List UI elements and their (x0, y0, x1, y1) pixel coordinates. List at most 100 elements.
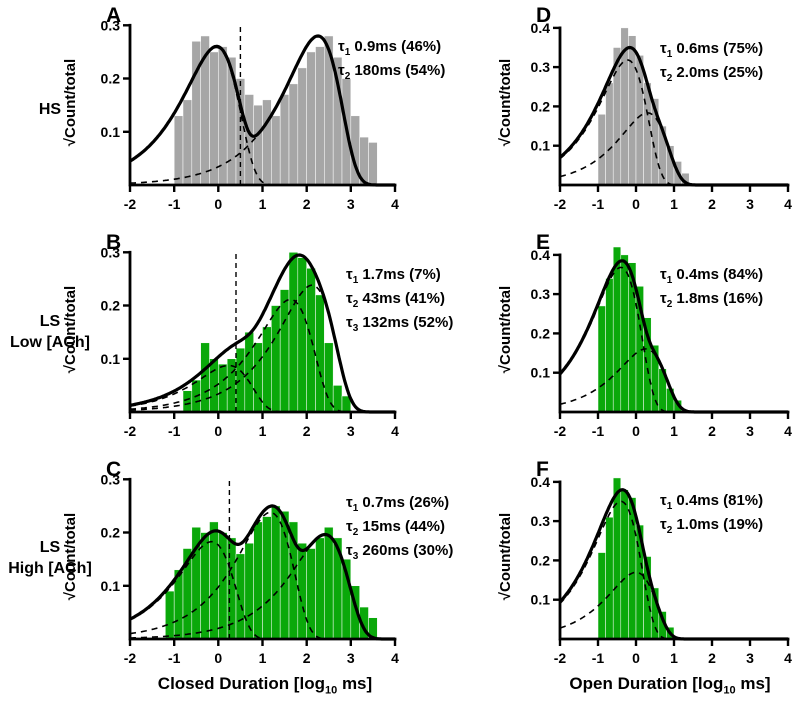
histogram-bar (288, 83, 299, 186)
histogram-bar (605, 278, 614, 413)
panel-A-plot: 0.1 0.2 0.3 -2 -1 0 1 2 3 4 A √Count/total (62, 4, 399, 212)
x-tick-label: 1 (670, 423, 678, 439)
histogram-bar (332, 385, 343, 413)
histogram-bar (315, 46, 325, 186)
histogram-bar (279, 94, 290, 186)
x-tick-label: -2 (554, 423, 567, 439)
histogram-bar (244, 331, 254, 413)
histogram-bar (271, 505, 281, 640)
histogram-bar (279, 511, 290, 640)
y-tick-label: 0.1 (531, 365, 551, 381)
y-tick-label: 0.1 (101, 351, 121, 367)
y-tick-label: 0.4 (531, 247, 551, 263)
histogram-bar (324, 526, 334, 640)
x-tick-label: -2 (554, 196, 567, 212)
x-tick-label: 1 (670, 196, 678, 212)
panel-letter: F (536, 458, 549, 481)
x-tick-label: 2 (708, 196, 716, 212)
axes-spines (558, 480, 790, 641)
y-tick-label: 0.2 (101, 71, 121, 87)
x-tick-label: 2 (708, 650, 716, 666)
x-tick-label: 4 (391, 196, 399, 212)
histogram-bar (612, 246, 622, 413)
histogram-bar (271, 115, 281, 186)
panel-B-plot: 0.1 0.2 0.3 -2 -1 0 1 2 3 4 B √Count/total (62, 231, 399, 439)
histogram-bar (209, 521, 219, 640)
y-axis-label: √Count/total (497, 59, 514, 146)
histogram-bar (235, 347, 246, 413)
histogram-bar (612, 477, 622, 640)
histogram-bar (297, 257, 307, 413)
y-axis-label: √Count/total (497, 286, 514, 373)
fit-curve (558, 488, 789, 641)
x-tick-label: 4 (391, 423, 399, 439)
y-axis-label: √Count/total (62, 513, 79, 600)
panel-letter: D (536, 4, 551, 27)
histogram-bar (253, 104, 263, 186)
x-tick-label: 0 (214, 650, 222, 666)
histogram-bar (605, 516, 614, 640)
panel-letter: B (106, 231, 121, 254)
x-tick-label: 3 (347, 423, 355, 439)
x-tick-label: 1 (670, 650, 678, 666)
histogram-bar (288, 252, 299, 413)
x-tick-label: 2 (303, 423, 311, 439)
y-tick-label: 0.2 (531, 98, 551, 114)
histogram-bar (244, 542, 254, 640)
histogram-bar (635, 55, 644, 186)
histogram-bar (297, 67, 307, 186)
y-axis-label: √Count/total (497, 513, 514, 600)
x-tick-label: -1 (168, 196, 181, 212)
histogram-bar (262, 99, 272, 186)
histogram-bar (253, 521, 263, 640)
component-curve (559, 500, 788, 640)
histogram-bar (200, 532, 210, 640)
y-tick-label: 0.3 (531, 59, 551, 75)
fit-curve (129, 34, 396, 187)
panel-F-plot: 0.1 0.2 0.3 0.4 -2 -1 0 1 2 3 4 F √Count/total (497, 458, 792, 666)
histogram-bar (306, 51, 316, 186)
y-tick-label: 0.3 (531, 286, 551, 302)
row-label-ls-low-ach: LS Low [ACh] (0, 312, 100, 354)
histogram-bar (597, 552, 606, 640)
y-tick-label: 0.2 (531, 552, 551, 568)
x-tick-label: 4 (784, 196, 792, 212)
histogram-bar (597, 305, 606, 413)
y-tick-label: 0.2 (101, 298, 121, 314)
histogram-bar (628, 35, 637, 186)
x-tick-label: -1 (592, 650, 605, 666)
x-tick-label: -2 (124, 650, 137, 666)
histogram-bar (218, 46, 228, 186)
x-tick-label: -1 (168, 423, 181, 439)
x-tick-label: -1 (592, 423, 605, 439)
x-tick-label: -1 (168, 650, 181, 666)
y-tick-label: 0.1 (101, 124, 121, 140)
fit-curve (129, 253, 396, 414)
y-tick-label: 0.1 (101, 578, 121, 594)
histogram-bar (165, 590, 175, 640)
panel-letter: A (106, 4, 121, 27)
x-axis-title-closed: Closed Duration [log10 ms] (95, 674, 435, 696)
y-tick-label: 0.3 (101, 471, 121, 487)
x-tick-label: 0 (632, 196, 640, 212)
histogram-bar (262, 326, 272, 413)
row-label-line: High [ACh] (8, 559, 92, 577)
x-axis-title-sub: 10 (723, 684, 736, 697)
x-tick-label: -1 (592, 196, 605, 212)
histogram-bar (262, 516, 272, 640)
x-axis-title-open: Open Duration [log10 ms] (510, 674, 800, 696)
x-axis-title-text: Open Duration [log (569, 674, 724, 693)
component-curve (129, 284, 395, 413)
fit-curve (558, 45, 789, 187)
component-curve (559, 571, 788, 640)
histogram-bar (279, 289, 290, 413)
x-tick-label: 3 (746, 196, 754, 212)
histogram-bar (597, 114, 606, 186)
histogram-bar (235, 553, 246, 640)
x-axis-title-text: Closed Duration [log (157, 674, 325, 693)
x-tick-label: 3 (746, 650, 754, 666)
x-tick-label: 2 (708, 423, 716, 439)
x-tick-label: -2 (124, 423, 137, 439)
x-tick-label: -2 (554, 650, 567, 666)
